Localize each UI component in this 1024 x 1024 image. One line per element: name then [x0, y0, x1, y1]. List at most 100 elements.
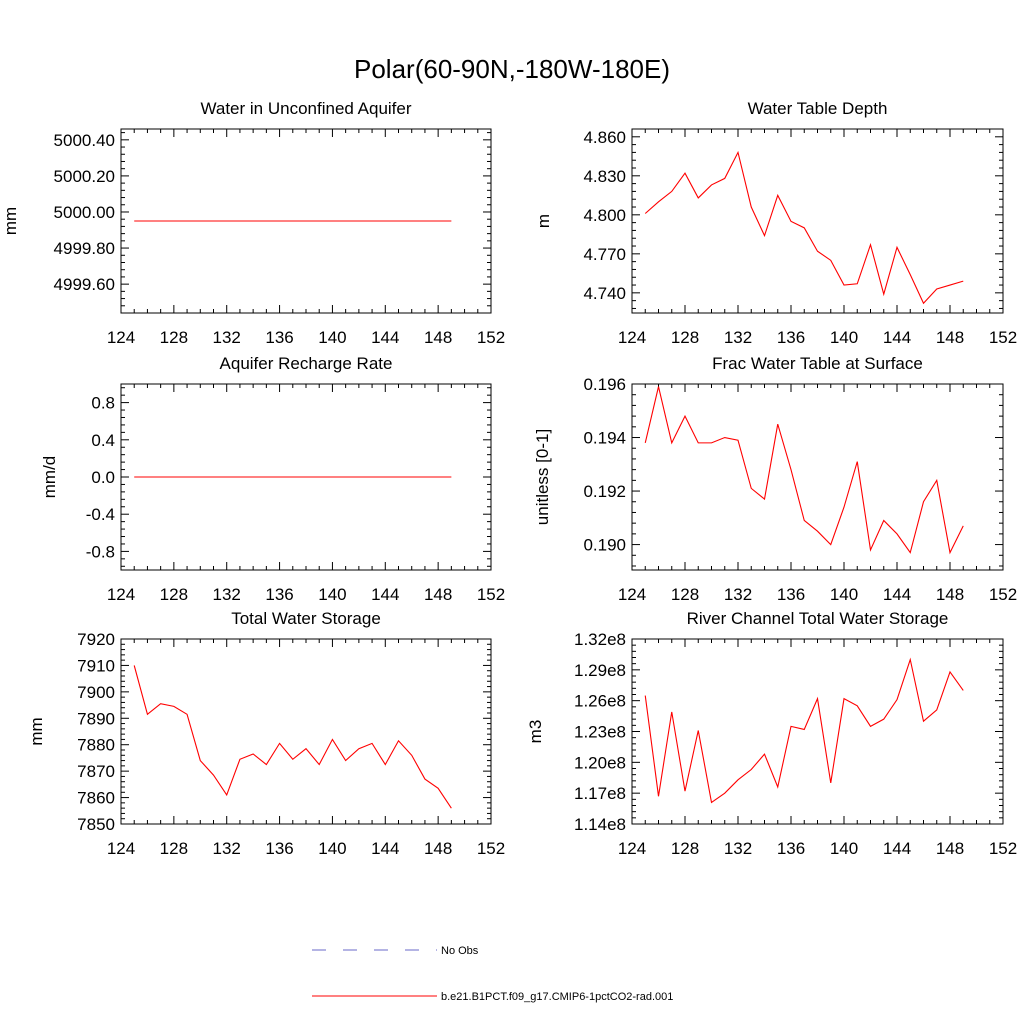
x-tick-label: 140	[830, 839, 858, 858]
y-axis-label: mm	[1, 207, 20, 235]
x-tick-label: 152	[477, 585, 505, 604]
x-tick-label: 148	[424, 328, 452, 347]
x-tick-label: 144	[371, 839, 399, 858]
x-tick-label: 136	[777, 328, 805, 347]
y-tick-label: 5000.40	[54, 131, 115, 150]
x-tick-label: 144	[371, 585, 399, 604]
legend: No Obs b.e21.B1PCT.f09_g17.CMIP6-1pctCO2…	[312, 945, 673, 1003]
x-tick-label: 132	[724, 328, 752, 347]
x-tick-label: 144	[883, 585, 911, 604]
x-tick-label: 132	[724, 585, 752, 604]
panel-3: Aquifer Recharge Rate mm/d 124 128 132 136 140…	[40, 354, 505, 604]
y-tick-label: 7920	[77, 630, 115, 649]
y-tick-label: 1.17e8	[574, 784, 626, 803]
x-tick-label: 128	[671, 585, 699, 604]
panel-5: Total Water Storage mm 124 128 132 136 140 144 1…	[27, 609, 505, 858]
y-tick-label: 1.32e8	[574, 630, 626, 649]
x-tick-label: 136	[265, 328, 293, 347]
y-tick-label: 1.20e8	[574, 753, 626, 772]
x-tick-label: 140	[318, 328, 346, 347]
panel-6: River Channel Total Water Storage m3 124 12…	[526, 609, 1017, 858]
x-tick-label: 152	[989, 585, 1017, 604]
y-tick-label: 0.4	[91, 431, 115, 450]
x-tick-label: 132	[213, 839, 241, 858]
y-tick-label: -0.4	[86, 505, 115, 524]
x-tick-label: 128	[671, 328, 699, 347]
panels: Water in Unconfined Aquifer mm 124 128 132 13…	[1, 99, 1017, 858]
y-tick-label: 4.770	[583, 245, 626, 264]
x-tick-label: 152	[989, 839, 1017, 858]
x-tick-label: 124	[107, 839, 135, 858]
y-tick-label: -0.8	[86, 542, 115, 561]
x-tick-label: 128	[160, 839, 188, 858]
panel-1: Water in Unconfined Aquifer mm 124 128 132 13…	[1, 99, 505, 347]
x-tick-label: 136	[777, 585, 805, 604]
y-tick-label: 4999.80	[54, 239, 115, 258]
y-tick-label: 0.8	[91, 394, 115, 413]
x-tick-label: 132	[213, 585, 241, 604]
x-tick-label: 136	[265, 585, 293, 604]
y-tick-label: 1.23e8	[574, 723, 626, 742]
y-tick-label: 5000.20	[54, 167, 115, 186]
y-tick-label: 7900	[77, 683, 115, 702]
y-tick-label: 4.740	[583, 284, 626, 303]
x-tick-label: 152	[989, 328, 1017, 347]
x-tick-label: 144	[883, 839, 911, 858]
y-tick-label: 0.196	[583, 375, 626, 394]
panel-title: Aquifer Recharge Rate	[220, 354, 393, 373]
x-tick-label: 132	[724, 839, 752, 858]
y-tick-label: 7890	[77, 709, 115, 728]
y-tick-label: 7880	[77, 736, 115, 755]
x-tick-label: 140	[830, 585, 858, 604]
y-tick-label: 4999.60	[54, 275, 115, 294]
figure-title: Polar(60-90N,-180W-180E)	[354, 54, 670, 84]
y-axis-label: m	[534, 214, 553, 228]
x-tick-label: 136	[777, 839, 805, 858]
legend-obs-label: No Obs	[441, 945, 479, 957]
x-tick-label: 128	[671, 839, 699, 858]
y-tick-label: 1.26e8	[574, 692, 626, 711]
x-tick-label: 124	[107, 585, 135, 604]
x-tick-label: 128	[160, 585, 188, 604]
panel-4: Frac Water Table at Surface unitless [0-1…	[533, 354, 1017, 604]
x-tick-label: 148	[424, 839, 452, 858]
panel-title: River Channel Total Water Storage	[687, 609, 949, 628]
x-tick-label: 152	[477, 839, 505, 858]
panel-title: Water Table Depth	[748, 99, 888, 118]
x-tick-label: 124	[618, 839, 646, 858]
y-tick-label: 0.194	[583, 429, 626, 448]
x-tick-label: 124	[107, 328, 135, 347]
y-tick-label: 7910	[77, 656, 115, 675]
series-line-1	[644, 657, 964, 804]
y-tick-label: 0.192	[583, 482, 626, 501]
y-tick-label: 0.0	[91, 468, 115, 487]
y-tick-label: 5000.00	[54, 203, 115, 222]
x-tick-label: 136	[265, 839, 293, 858]
plot-frame	[631, 383, 1004, 571]
series-line-1	[644, 150, 964, 305]
x-tick-label: 144	[883, 328, 911, 347]
x-tick-label: 140	[318, 839, 346, 858]
series-line-1	[133, 665, 452, 809]
x-tick-label: 132	[213, 328, 241, 347]
x-tick-label: 124	[618, 585, 646, 604]
y-axis-label: m3	[526, 720, 545, 744]
x-tick-label: 140	[830, 328, 858, 347]
x-tick-label: 148	[424, 585, 452, 604]
y-tick-label: 7860	[77, 789, 115, 808]
y-axis-label: mm	[27, 717, 46, 745]
y-tick-label: 4.830	[583, 167, 626, 186]
plot-frame	[120, 638, 492, 825]
x-tick-label: 148	[936, 328, 964, 347]
legend-model-label: b.e21.B1PCT.f09_g17.CMIP6-1pctCO2-rad.00…	[441, 991, 673, 1003]
y-tick-label: 4.800	[583, 206, 626, 225]
x-tick-label: 140	[318, 585, 346, 604]
y-tick-label: 4.860	[583, 128, 626, 147]
x-tick-label: 148	[936, 839, 964, 858]
panel-title: Total Water Storage	[231, 609, 381, 628]
x-tick-label: 144	[371, 328, 399, 347]
x-tick-label: 124	[618, 328, 646, 347]
panel-2: Water Table Depth m 124 128 132 136 140 144 148 1…	[534, 99, 1017, 347]
panel-title: Water in Unconfined Aquifer	[200, 99, 411, 118]
